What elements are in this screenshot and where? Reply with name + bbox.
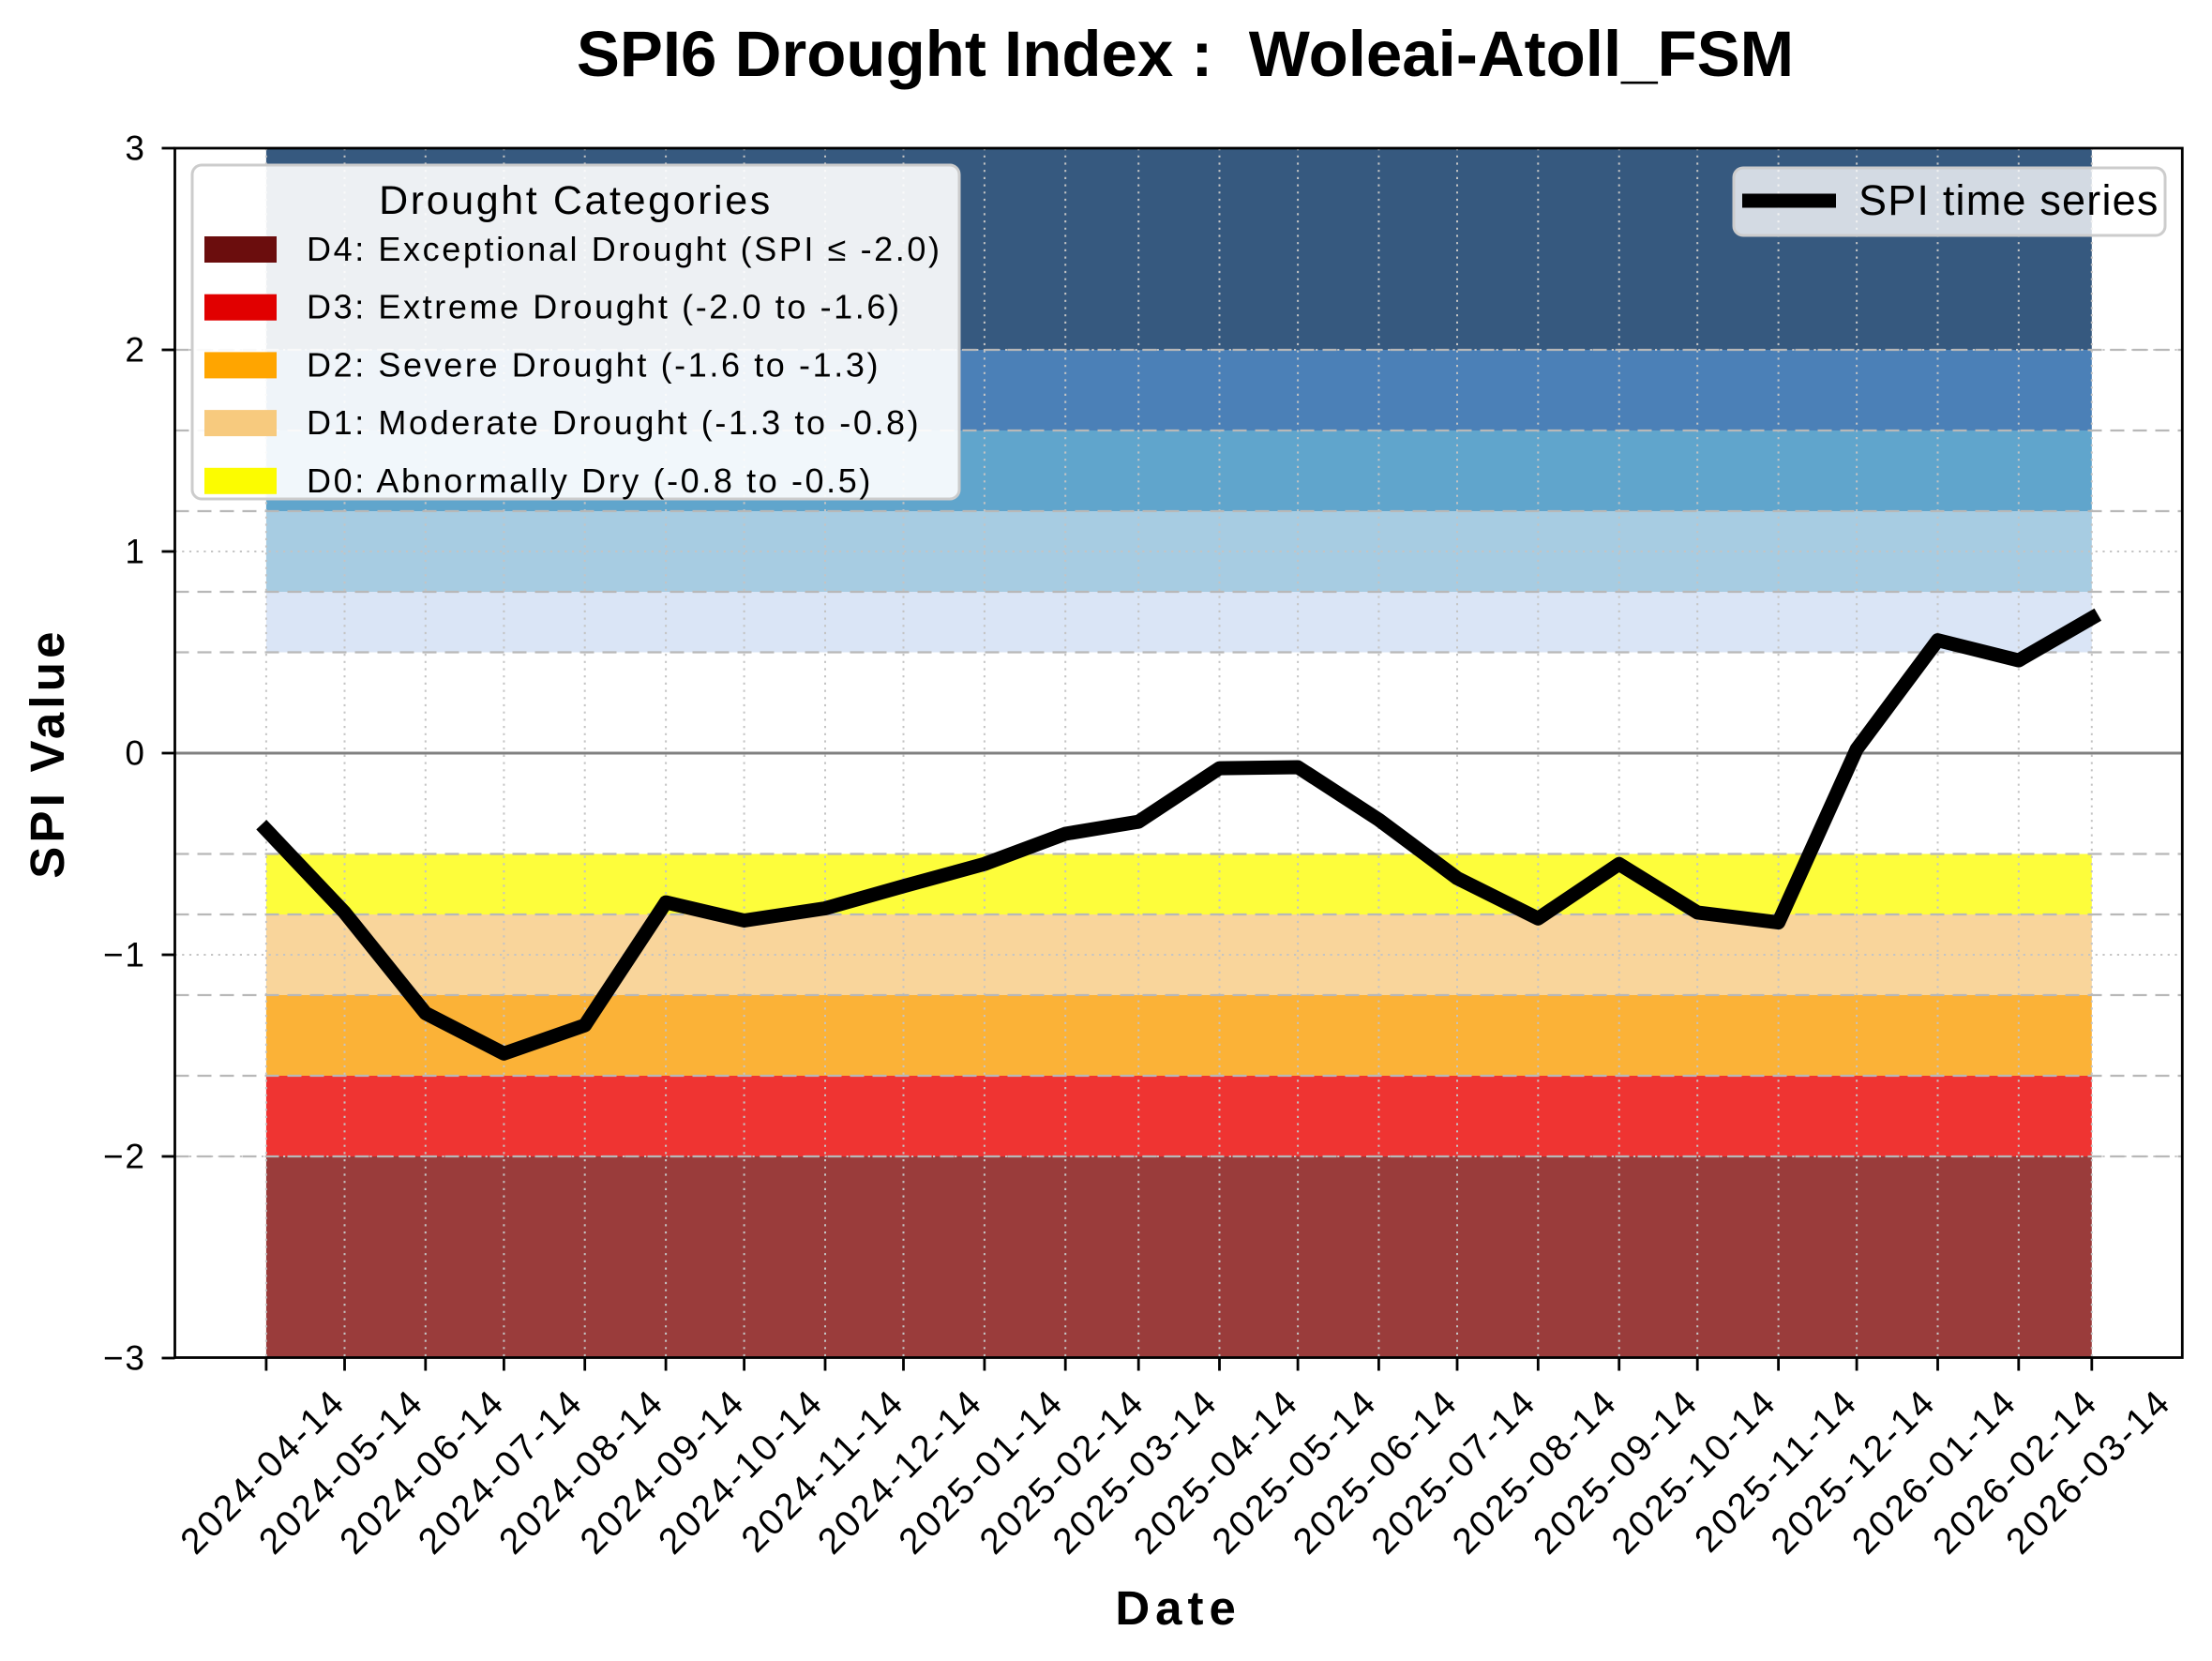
svg-text:D0: Abnormally Dry (-0.8 to -0: D0: Abnormally Dry (-0.8 to -0.5) [307, 461, 873, 500]
svg-text:SPI6 Drought Index : Woleai-A: SPI6 Drought Index : Woleai-Atoll_FSM [577, 18, 1794, 90]
svg-text:SPI Value: SPI Value [21, 627, 74, 878]
svg-text:1: 1 [125, 533, 146, 571]
svg-text:−1: −1 [103, 936, 146, 974]
svg-text:D3: Extreme Drought (-2.0 to -: D3: Extreme Drought (-2.0 to -1.6) [307, 288, 902, 326]
svg-text:2: 2 [125, 331, 146, 370]
svg-text:D2: Severe Drought (-1.6 to -1: D2: Severe Drought (-1.6 to -1.3) [307, 345, 880, 384]
svg-text:Date: Date [1115, 1581, 1241, 1635]
svg-text:Drought Categories: Drought Categories [379, 178, 773, 223]
svg-text:D1: Moderate Drought (-1.3 to: D1: Moderate Drought (-1.3 to -0.8) [307, 403, 921, 442]
svg-text:SPI time series: SPI time series [1858, 176, 2159, 224]
svg-text:D4: Exceptional Drought (SPI ≤: D4: Exceptional Drought (SPI ≤ -2.0) [307, 230, 942, 268]
svg-text:3: 3 [125, 129, 146, 168]
svg-text:0: 0 [125, 734, 146, 773]
svg-text:−2: −2 [103, 1138, 146, 1176]
svg-text:−3: −3 [103, 1339, 146, 1378]
